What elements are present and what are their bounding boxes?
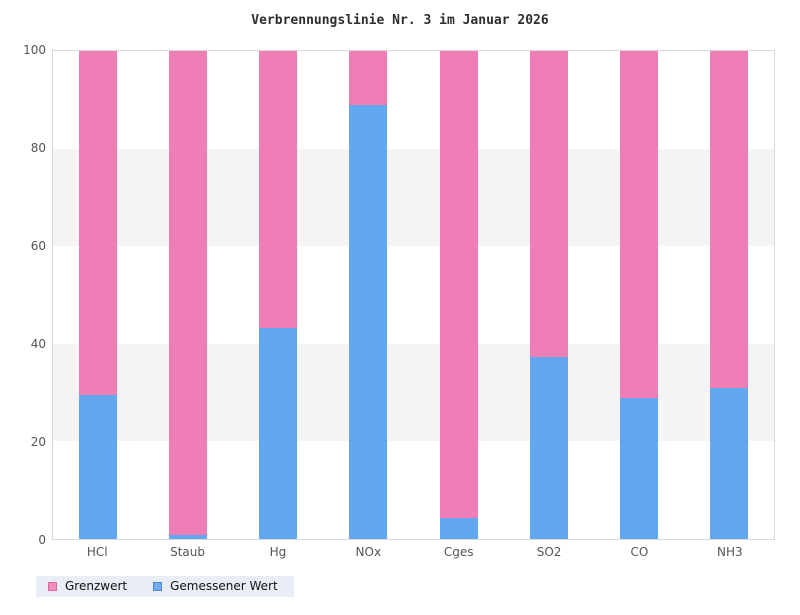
bar-slot-so2 — [504, 51, 594, 539]
bar-segment-co-gemessener-wert[interactable] — [619, 398, 658, 539]
bar-segment-staub-gemessener-wert[interactable] — [169, 534, 208, 539]
x-tick-label-nox: NOx — [355, 545, 382, 559]
x-tick-label-hg: Hg — [269, 545, 287, 559]
y-tick-label-100: 100 — [23, 43, 46, 57]
bar-co — [619, 51, 658, 539]
bar-segment-cges-grenzwert[interactable] — [439, 51, 478, 519]
x-tick-label-staub: Staub — [170, 545, 206, 559]
bar-segment-nox-gemessener-wert[interactable] — [349, 104, 388, 539]
bar-segment-nh3-grenzwert[interactable] — [709, 51, 748, 388]
x-tick-label-hcl: HCl — [86, 545, 108, 559]
bar-segment-hcl-gemessener-wert[interactable] — [79, 395, 118, 539]
y-tick-label-40: 40 — [30, 337, 46, 351]
bar-nox — [349, 51, 388, 539]
bar-slot-staub — [143, 51, 233, 539]
legend: Grenzwert Gemessener Wert — [36, 576, 294, 597]
bar-segment-nh3-gemessener-wert[interactable] — [709, 387, 748, 539]
bar-slot-hcl — [53, 51, 143, 539]
bar-slot-cges — [414, 51, 504, 539]
bar-segment-staub-grenzwert[interactable] — [169, 51, 208, 535]
y-tick-label-20: 20 — [30, 435, 46, 449]
y-tick-label-0: 0 — [38, 533, 46, 547]
bar-staub — [169, 51, 208, 539]
bar-slot-co — [594, 51, 684, 539]
x-axis: HCl Staub Hg NOx Cges SO2 CO NH3 — [52, 545, 775, 559]
legend-label-grenzwert: Grenzwert — [65, 579, 128, 593]
bar-nh3 — [709, 51, 748, 539]
x-tick-label-nh3: NH3 — [716, 545, 743, 559]
bar-segment-nox-grenzwert[interactable] — [349, 51, 388, 105]
bar-segment-hcl-grenzwert[interactable] — [79, 51, 118, 396]
bar-hg — [259, 51, 298, 539]
bar-slot-nox — [323, 51, 413, 539]
plot-area — [52, 50, 775, 540]
y-axis: 0 20 40 60 80 100 — [0, 43, 46, 547]
bar-slot-nh3 — [684, 51, 774, 539]
x-tick-label-co: CO — [630, 545, 649, 559]
legend-item-gemessener-wert[interactable]: Gemessener Wert — [153, 579, 278, 593]
x-tick-label-so2: SO2 — [536, 545, 562, 559]
bar-cges — [439, 51, 478, 539]
y-tick-label-80: 80 — [30, 141, 46, 155]
bar-segment-hg-grenzwert[interactable] — [259, 51, 298, 329]
legend-label-gemessener-wert: Gemessener Wert — [170, 579, 278, 593]
bar-hcl — [79, 51, 118, 539]
bar-segment-hg-gemessener-wert[interactable] — [259, 328, 298, 539]
bar-segment-so2-gemessener-wert[interactable] — [529, 356, 568, 539]
bar-segment-so2-grenzwert[interactable] — [529, 51, 568, 357]
y-tick-label-60: 60 — [30, 239, 46, 253]
legend-item-grenzwert[interactable]: Grenzwert — [48, 579, 127, 593]
legend-swatch-gemessener-wert — [153, 581, 163, 591]
bar-slot-hg — [233, 51, 323, 539]
x-tick-label-cges: Cges — [443, 545, 474, 559]
bar-so2 — [529, 51, 568, 539]
bar-segment-cges-gemessener-wert[interactable] — [439, 518, 478, 539]
bar-segment-co-grenzwert[interactable] — [619, 51, 658, 399]
legend-swatch-grenzwert — [48, 581, 57, 591]
chart-title: Verbrennungslinie Nr. 3 im Januar 2026 — [251, 13, 549, 28]
bar-series-container — [53, 51, 774, 539]
